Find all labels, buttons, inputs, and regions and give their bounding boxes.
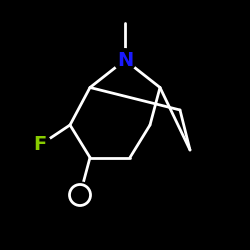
Circle shape — [114, 49, 136, 71]
Circle shape — [67, 182, 93, 208]
Text: N: N — [117, 50, 133, 70]
Circle shape — [29, 134, 51, 156]
Text: F: F — [34, 136, 46, 154]
